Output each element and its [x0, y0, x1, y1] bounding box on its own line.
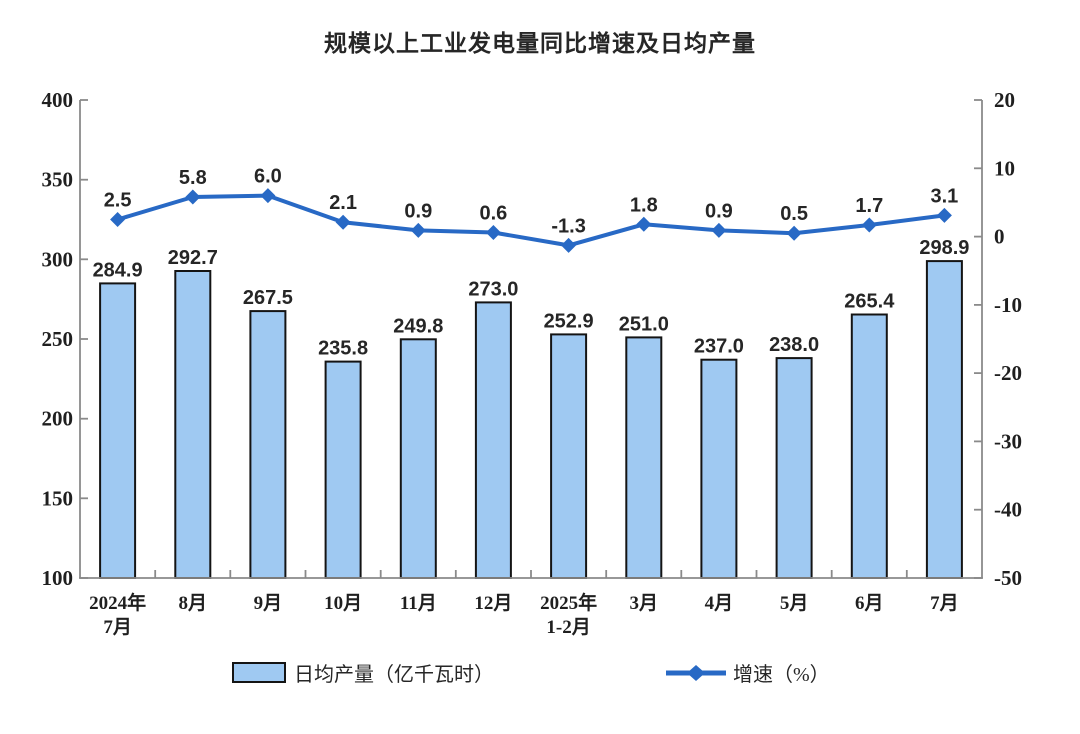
bar	[324, 360, 362, 579]
x-axis-category-label: 7月	[103, 617, 132, 638]
bar	[775, 357, 813, 579]
bar-value-label: 267.5	[243, 287, 293, 309]
left-axis-tick-label: 100	[42, 566, 74, 590]
line-marker-diamond	[786, 225, 802, 241]
line-marker-diamond	[335, 214, 351, 230]
bar-value-label: 298.9	[919, 237, 969, 259]
x-axis-category-label: 2024年	[89, 591, 146, 614]
line-swatch-icon	[666, 664, 726, 681]
left-axis-labels: 400 350 300 250 200 150 100	[42, 88, 74, 590]
line-value-label: 1.8	[630, 194, 658, 216]
line-marker-diamond	[711, 222, 727, 238]
bar-value-label: 251.0	[619, 313, 669, 335]
line-value-label: 2.1	[329, 192, 357, 214]
legend-item-daily-output: 日均产量（亿千瓦时）	[232, 658, 494, 687]
x-axis-labels: 2024年 7月 8月 9月 10月 11月 12月 2025年 1-2月 3月 4月 5月 6月 7月	[89, 591, 959, 638]
bar	[99, 282, 137, 579]
bar	[249, 310, 287, 579]
growth-line	[115, 193, 947, 248]
bar	[550, 333, 588, 579]
right-axis-tick-label: 0	[994, 225, 1005, 249]
bar	[700, 358, 738, 580]
axes	[79, 99, 983, 579]
line-value-label: 5.8	[179, 167, 207, 189]
left-axis-tick-label: 300	[42, 247, 74, 271]
line-markers	[110, 188, 952, 253]
x-axis-category-label: 12月	[474, 593, 512, 614]
right-axis-tick-label: -50	[994, 566, 1022, 590]
bar-value-label: 265.4	[844, 291, 895, 313]
left-axis-tick-label: 150	[42, 486, 74, 510]
line-marker-diamond	[561, 237, 577, 253]
bar	[625, 336, 663, 579]
bars-series	[99, 260, 963, 580]
line-value-label: 0.9	[705, 200, 733, 222]
line-value-labels: 2.5 5.8 6.0 2.1 0.9 0.6 -1.3 1.8 0.9 0.5 1.7 3.1	[104, 166, 959, 238]
bar-value-label: 235.8	[318, 338, 368, 360]
bar-swatch-icon	[232, 662, 286, 683]
legend-label-daily-output: 日均产量（亿千瓦时）	[294, 664, 494, 686]
bar	[399, 338, 437, 579]
line-marker-diamond	[410, 222, 426, 238]
x-axis-category-label: 9月	[254, 593, 283, 614]
left-axis-tick-label: 400	[42, 88, 74, 112]
bar-value-label: 237.0	[694, 336, 744, 358]
bar-value-label: 284.9	[93, 259, 143, 281]
x-axis-category-label: 6月	[855, 593, 884, 614]
x-axis-category-label: 11月	[400, 593, 437, 614]
bar-value-labels: 284.9 292.7 267.5 235.8 249.8 273.0 252.9 251.0…	[93, 237, 970, 360]
line-marker-diamond	[110, 212, 126, 227]
line-value-label: -1.3	[551, 215, 585, 237]
x-axis-category-label: 3月	[630, 593, 659, 614]
line-marker-diamond	[936, 207, 952, 223]
bar-value-label: 292.7	[168, 247, 218, 269]
chart-legend: 日均产量（亿千瓦时） 增速（%）	[0, 652, 1080, 692]
x-axis-category-label: 4月	[705, 593, 734, 614]
left-axis-tick-label: 200	[42, 407, 74, 431]
legend-label-growth-rate: 增速（%）	[733, 664, 830, 686]
x-axis-category-label: 10月	[324, 593, 362, 614]
right-axis-tick-label: 20	[994, 88, 1015, 112]
right-axis-tick-label: -40	[994, 498, 1022, 522]
x-axis-category-label: 7月	[930, 593, 959, 614]
bar-value-label: 238.0	[769, 334, 819, 356]
line-marker-diamond	[185, 189, 201, 205]
line-value-label: 2.5	[104, 190, 132, 212]
bar-value-label: 249.8	[393, 315, 443, 337]
line-marker-diamond	[260, 188, 276, 204]
line-marker-diamond	[861, 217, 877, 233]
chart-title: 规模以上工业发电量同比增速及日均产量	[324, 30, 756, 56]
right-axis-labels: 20 10 0 -10 -20 -30 -40 -50	[994, 88, 1022, 590]
right-axis-tick-label: -30	[994, 429, 1022, 453]
left-axis-tick-label: 350	[42, 168, 74, 192]
line-value-label: 0.6	[479, 203, 507, 225]
line-value-label: 0.5	[780, 203, 808, 225]
bar	[474, 301, 512, 579]
x-axis-category-label: 5月	[780, 593, 809, 614]
legend-item-growth-rate: 增速（%）	[665, 658, 830, 687]
bar	[925, 260, 963, 579]
right-axis-tick-label: 10	[994, 156, 1015, 180]
right-axis-tick-label: -20	[994, 361, 1022, 385]
line-marker-diamond	[636, 216, 652, 232]
x-axis-category-label: 1-2月	[546, 617, 590, 638]
line-marker-diamond	[485, 225, 501, 240]
right-axis-tick-label: -10	[994, 293, 1022, 317]
line-value-label: 3.1	[930, 185, 958, 207]
bar-value-label: 252.9	[544, 310, 594, 332]
line-value-label: 0.9	[404, 200, 432, 222]
bar	[174, 270, 212, 579]
line-value-label: 6.0	[254, 166, 282, 188]
left-axis-tick-label: 250	[42, 327, 74, 351]
bar	[850, 313, 888, 579]
line-value-label: 1.7	[855, 195, 883, 217]
bar-value-label: 273.0	[468, 278, 518, 300]
x-axis-category-label: 8月	[179, 593, 208, 614]
x-axis-category-label: 2025年	[540, 591, 597, 614]
